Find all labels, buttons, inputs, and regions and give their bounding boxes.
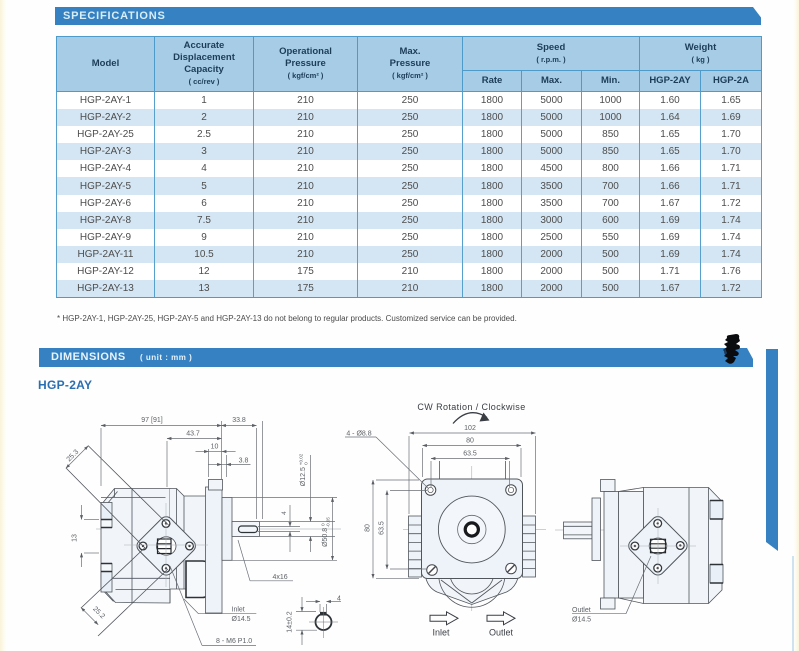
svg-text:25.2: 25.2: [91, 606, 106, 621]
svg-text:Outlet: Outlet: [489, 628, 514, 638]
svg-text:102: 102: [464, 425, 476, 432]
svg-text:Inlet: Inlet: [232, 607, 245, 614]
svg-text:10: 10: [211, 444, 219, 451]
svg-text:8 - M6 P1.0: 8 - M6 P1.0: [216, 638, 252, 645]
svg-text:Ø14.5: Ø14.5: [572, 617, 591, 624]
svg-text:63.5: 63.5: [379, 521, 386, 535]
svg-text:4: 4: [281, 511, 288, 515]
svg-text:97 [91]: 97 [91]: [141, 417, 162, 424]
svg-text:43.7: 43.7: [186, 431, 200, 438]
svg-text:Inlet: Inlet: [432, 628, 450, 638]
svg-text:63.5: 63.5: [463, 451, 477, 458]
svg-text:14±0.2: 14±0.2: [287, 611, 294, 632]
svg-text:4x16: 4x16: [273, 574, 288, 581]
svg-text:Ø14.5: Ø14.5: [232, 616, 251, 623]
svg-text:80: 80: [466, 438, 474, 445]
svg-text:CW Rotation / Clockwise: CW Rotation / Clockwise: [417, 402, 525, 412]
svg-text:Ø50.8 0-0.05: Ø50.8 0-0.05: [321, 517, 331, 547]
svg-text:33.8: 33.8: [232, 417, 246, 424]
svg-text:Outlet: Outlet: [572, 607, 591, 614]
svg-text:Ø12.5 +0.020: Ø12.5 +0.020: [299, 453, 309, 486]
svg-text:13: 13: [72, 534, 79, 542]
svg-text:80: 80: [365, 524, 372, 532]
svg-text:3.8: 3.8: [239, 458, 249, 465]
svg-text:4 - Ø8.8: 4 - Ø8.8: [346, 430, 371, 437]
svg-text:4: 4: [337, 596, 341, 603]
